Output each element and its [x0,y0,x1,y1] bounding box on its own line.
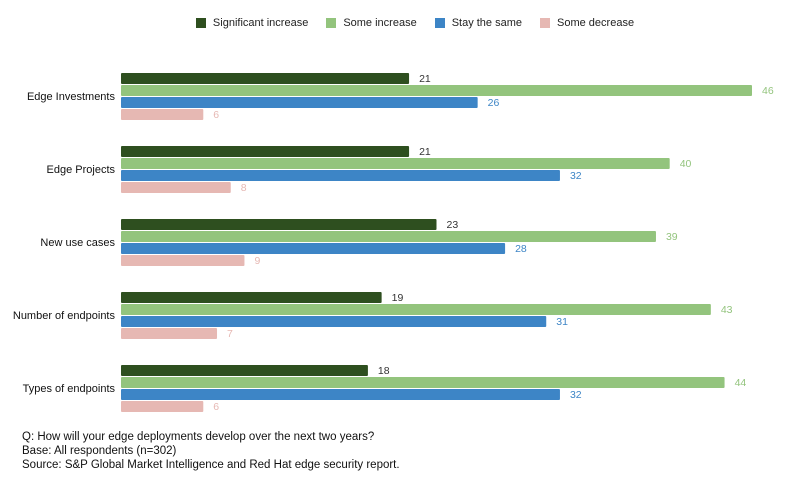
category-label: Edge Projects [47,164,116,176]
legend-swatch [434,18,445,28]
category-label: New use cases [40,237,115,249]
legend-item: Stay the same [434,17,523,29]
legend-label: Some decrease [557,17,635,29]
data-label: 31 [556,316,568,328]
bar [121,146,410,157]
data-label: 21 [419,73,431,85]
data-label: 43 [721,304,733,316]
bar [121,316,547,327]
bar [121,365,368,376]
legend-label: Stay the same [451,17,523,29]
base-note: Base: All respondents (n=302) [22,445,177,457]
legend-swatch [326,18,337,28]
bar [121,243,506,254]
legend-swatch [195,18,206,28]
data-label: 19 [392,292,404,304]
data-label: 32 [570,389,582,401]
bar [121,401,204,412]
data-label: 6 [213,109,219,121]
legend: Significant increase Some increase Stay th… [0,17,800,29]
bar [121,97,478,108]
legend-item: Some decrease [540,17,634,29]
data-label: 8 [241,182,247,194]
data-label: 32 [570,170,582,182]
notes: Q: How will your edge deployments develo… [22,430,400,472]
bar [121,182,231,193]
bar [121,231,656,242]
data-label: 46 [762,85,774,97]
data-label: 26 [488,97,500,109]
bar [121,85,752,96]
category-label: Types of endpoints [23,383,116,395]
data-label: 39 [666,231,678,243]
bar [121,377,725,388]
bar [121,328,218,339]
bar [121,304,711,315]
category-label: Number of endpoints [13,310,116,322]
data-label: 9 [254,255,260,267]
legend-label: Significant increase [212,17,309,29]
legend-swatch [540,18,551,28]
legend-label: Some increase [343,17,417,29]
bar [121,73,410,84]
data-label: 44 [735,377,747,389]
bar-plot: Edge Investments 21 46 26 6 Edge Projects 21 40… [13,73,774,413]
data-label: 18 [378,365,390,377]
category-label: Edge Investments [27,91,116,103]
bar [121,292,382,303]
question-note: Q: How will your edge deployments develo… [22,431,375,443]
data-label: 6 [213,401,219,413]
bar [121,219,437,230]
bar [121,255,245,266]
data-label: 7 [227,328,233,340]
bar [121,158,670,169]
data-label: 21 [419,146,431,158]
bar [121,109,204,120]
legend-item: Significant increase [195,17,309,29]
source-note: Source: S&P Global Market Intelligence a… [22,459,400,471]
data-label: 23 [447,219,459,231]
legend-item: Some increase [326,17,417,29]
bar [121,389,560,400]
bar [121,170,560,181]
data-label: 40 [680,158,692,170]
data-label: 28 [515,243,527,255]
